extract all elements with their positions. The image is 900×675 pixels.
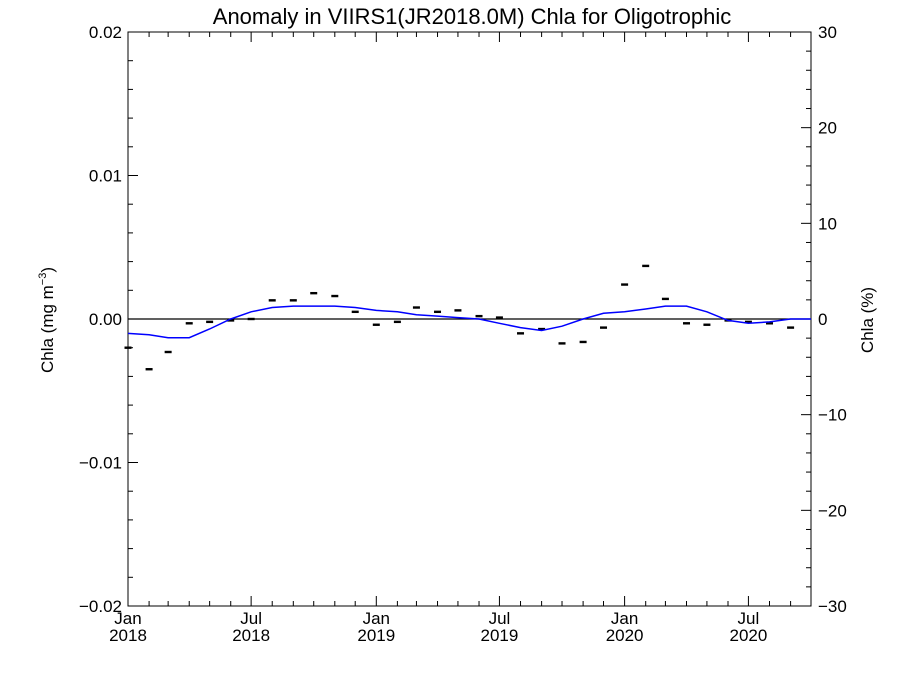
series-layer [124, 264, 811, 371]
anomaly-marker [683, 322, 691, 325]
chart-title: Anomaly in VIIRS1(JR2018.0M) Chla for Ol… [213, 4, 731, 29]
anomaly-marker [454, 309, 462, 312]
anomaly-marker [579, 340, 587, 344]
right-axis-label: Chla (%) [858, 287, 877, 353]
right-tick-label: 10 [818, 214, 837, 233]
anomaly-marker [310, 291, 318, 295]
x-tick-month-label: Jul [240, 609, 262, 628]
anomaly-marker [538, 327, 546, 331]
anomaly-marker [703, 323, 711, 326]
x-tick-year-label: 2019 [481, 626, 519, 645]
x-tick-month-label: Jan [363, 609, 390, 628]
x-tick-month-label: Jan [114, 609, 141, 628]
left-tick-label: 0.02 [89, 23, 122, 42]
anomaly-marker [185, 322, 193, 325]
anomaly-smoothed-line [127, 305, 811, 339]
anomaly-marker [495, 316, 503, 319]
left-axis-label: Chla (mg m−3) [37, 267, 57, 373]
left-tick-label: −0.01 [79, 454, 122, 473]
anomaly-marker [600, 326, 608, 329]
right-tick-label: 0 [818, 310, 827, 329]
anomaly-marker [412, 306, 420, 309]
left-tick-label: 0.00 [89, 310, 122, 329]
anomaly-marker [393, 320, 401, 324]
left-axis: 0.02 0.01 0.00 −0.01 −0.02 [79, 23, 138, 616]
anomaly-marker [247, 317, 255, 321]
right-tick-label: −30 [818, 597, 847, 616]
anomaly-marker [744, 320, 752, 324]
x-tick-year-label: 2019 [357, 626, 395, 645]
anomaly-marker [434, 310, 442, 314]
anomaly-marker [642, 264, 650, 268]
x-tick-year-label: 2018 [232, 626, 270, 645]
anomaly-marker [475, 314, 483, 318]
anomaly-marker [145, 368, 153, 371]
right-tick-label: 20 [818, 119, 837, 138]
left-axis-label-superscript: −3 [37, 273, 49, 286]
x-axis: Jan2018Jul2018Jan2019Jul2019Jan2020Jul20… [109, 32, 812, 645]
x-tick-year-label: 2020 [606, 626, 644, 645]
anomaly-marker [289, 299, 297, 302]
anomaly-marker [206, 320, 214, 324]
anomaly-marker [164, 350, 172, 354]
anomaly-marker [661, 297, 669, 301]
left-tick-label: −0.02 [79, 597, 122, 616]
anomaly-marker [268, 299, 276, 302]
right-axis: 30 20 10 0 −10 −20 −30 [801, 23, 847, 616]
right-tick-label: −20 [818, 501, 847, 520]
anomaly-marker [787, 326, 795, 329]
left-axis-label-main: Chla (mg m [38, 285, 57, 373]
anomaly-marker [766, 322, 774, 325]
anomaly-marker [372, 323, 380, 326]
left-tick-label: 0.01 [89, 167, 122, 186]
x-tick-month-label: Jul [738, 609, 760, 628]
right-tick-label: 30 [818, 23, 837, 42]
anomaly-marker [124, 346, 132, 349]
x-tick-year-label: 2020 [730, 626, 768, 645]
left-axis-label-close: ) [38, 267, 57, 273]
anomaly-marker [351, 310, 359, 314]
anomaly-marker [227, 319, 235, 322]
x-tick-year-label: 2018 [109, 626, 147, 645]
anomaly-marker [558, 342, 566, 345]
anomaly-marker [621, 283, 629, 286]
x-tick-month-label: Jul [489, 609, 511, 628]
right-tick-label: −10 [818, 406, 847, 425]
x-tick-month-label: Jan [611, 609, 638, 628]
anomaly-marker [331, 294, 339, 298]
anomaly-marker [517, 332, 525, 335]
